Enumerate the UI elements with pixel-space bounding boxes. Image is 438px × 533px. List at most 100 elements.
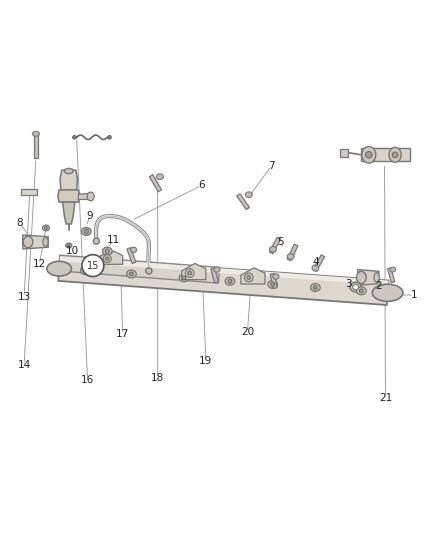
Bar (269, 237, 281, 254)
Text: 2: 2 (375, 281, 382, 291)
Bar (270, 273, 277, 288)
Ellipse shape (146, 268, 152, 274)
Ellipse shape (127, 270, 136, 278)
Ellipse shape (287, 254, 294, 259)
Ellipse shape (43, 238, 48, 246)
Polygon shape (59, 255, 219, 283)
Text: 1: 1 (410, 290, 417, 300)
Text: 4: 4 (312, 257, 319, 267)
Polygon shape (60, 256, 389, 286)
Polygon shape (23, 235, 48, 249)
Ellipse shape (32, 131, 39, 136)
Text: 8: 8 (16, 217, 23, 228)
Ellipse shape (83, 269, 87, 272)
Bar (211, 268, 219, 282)
Bar (34, 134, 38, 158)
Ellipse shape (73, 135, 76, 139)
Polygon shape (58, 256, 389, 305)
Bar (388, 268, 395, 282)
Text: 15: 15 (87, 261, 99, 271)
Ellipse shape (390, 267, 396, 272)
Ellipse shape (228, 279, 232, 283)
Text: 18: 18 (151, 373, 164, 383)
Ellipse shape (156, 174, 163, 180)
Ellipse shape (187, 271, 192, 275)
Ellipse shape (182, 276, 186, 280)
Ellipse shape (214, 267, 220, 272)
Ellipse shape (314, 286, 317, 289)
Ellipse shape (42, 225, 49, 231)
Ellipse shape (269, 246, 276, 252)
Ellipse shape (245, 192, 252, 198)
Bar (127, 248, 136, 263)
Polygon shape (361, 148, 410, 161)
Ellipse shape (225, 277, 235, 285)
Ellipse shape (273, 274, 279, 279)
Polygon shape (21, 189, 37, 195)
Text: 19: 19 (199, 356, 212, 366)
Ellipse shape (47, 261, 71, 276)
Text: 5: 5 (277, 237, 284, 247)
Ellipse shape (244, 273, 253, 282)
Text: 12: 12 (33, 260, 46, 269)
Ellipse shape (67, 244, 70, 247)
Ellipse shape (271, 282, 275, 286)
Ellipse shape (103, 255, 111, 263)
Ellipse shape (84, 229, 88, 233)
Polygon shape (358, 270, 379, 285)
Ellipse shape (81, 266, 90, 274)
Ellipse shape (365, 151, 372, 158)
Ellipse shape (66, 243, 72, 248)
Ellipse shape (353, 285, 359, 290)
Text: 21: 21 (379, 393, 392, 403)
Ellipse shape (108, 135, 111, 139)
Ellipse shape (362, 147, 376, 163)
Ellipse shape (179, 274, 189, 282)
Ellipse shape (247, 276, 251, 279)
Text: 10: 10 (66, 246, 79, 256)
Polygon shape (63, 202, 75, 224)
Ellipse shape (350, 282, 361, 292)
Bar (287, 244, 298, 261)
Polygon shape (182, 263, 206, 280)
Ellipse shape (359, 289, 364, 293)
Ellipse shape (311, 284, 320, 292)
Ellipse shape (131, 247, 137, 253)
Bar (340, 149, 348, 157)
Ellipse shape (389, 147, 401, 162)
Ellipse shape (87, 192, 94, 201)
Ellipse shape (374, 273, 379, 282)
Polygon shape (241, 268, 265, 284)
Bar (149, 175, 162, 192)
Polygon shape (58, 190, 80, 202)
Ellipse shape (23, 236, 33, 248)
Ellipse shape (102, 247, 112, 255)
Ellipse shape (312, 265, 319, 271)
Text: 9: 9 (86, 211, 93, 221)
Ellipse shape (392, 152, 398, 158)
Ellipse shape (185, 269, 194, 278)
Text: 14: 14 (18, 360, 31, 370)
Text: 17: 17 (116, 329, 129, 340)
Circle shape (82, 255, 104, 277)
Ellipse shape (106, 257, 109, 260)
Ellipse shape (372, 284, 403, 301)
Bar (313, 255, 325, 271)
Polygon shape (78, 193, 91, 199)
Ellipse shape (93, 238, 99, 244)
Ellipse shape (357, 287, 366, 295)
Text: 6: 6 (198, 181, 205, 190)
Text: 13: 13 (18, 292, 31, 302)
Ellipse shape (105, 249, 110, 253)
Polygon shape (60, 170, 78, 190)
Ellipse shape (64, 168, 73, 174)
Ellipse shape (81, 228, 91, 236)
Ellipse shape (130, 272, 133, 276)
Text: 7: 7 (268, 161, 275, 171)
Text: 3: 3 (345, 279, 352, 289)
Ellipse shape (357, 271, 366, 284)
Polygon shape (101, 251, 123, 264)
Bar (237, 193, 250, 209)
Text: 20: 20 (241, 327, 254, 337)
Text: 11: 11 (107, 235, 120, 245)
